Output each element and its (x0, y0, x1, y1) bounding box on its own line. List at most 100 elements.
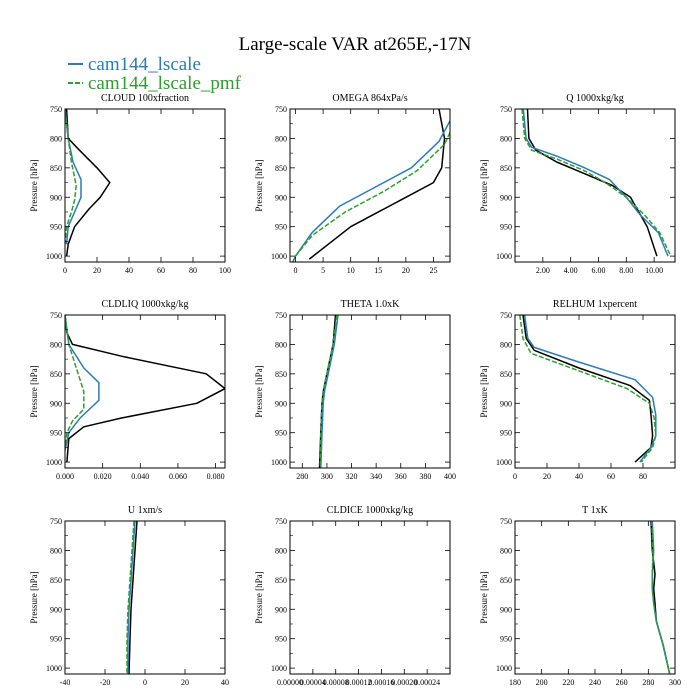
x-tick-label: 40 (575, 472, 583, 481)
y-tick-label: 950 (50, 223, 62, 232)
y-tick-label: 900 (275, 605, 287, 614)
panel-omega: OMEGA 864xPa/s Pressure [hPa] 750 800 850 900… (254, 93, 451, 275)
x-tick-label: 240 (589, 678, 601, 687)
y-tick-label: 800 (50, 340, 62, 349)
series-group (65, 315, 225, 463)
x-tick-label: 180 (509, 678, 521, 687)
y-tick-label: 900 (500, 399, 512, 408)
panel-title: CLDICE 1000xkg/kg (327, 505, 413, 516)
y-tick-label: 750 (500, 105, 512, 114)
series-line-obs (65, 109, 111, 257)
y-tick-label: 950 (50, 429, 62, 438)
y-tick-label: 1000 (46, 252, 62, 261)
x-tick-label: -20 (100, 678, 111, 687)
y-tick-label: 950 (275, 223, 287, 232)
plot-frame (289, 314, 451, 469)
x-tick-label: 260 (616, 678, 628, 687)
y-tick-label: 1000 (271, 458, 287, 467)
series-line-cam144-lscale (523, 315, 657, 463)
x-tick-label: 100 (219, 266, 231, 275)
series-line-cam144-lscale-pmf (65, 315, 85, 451)
plot-frame (514, 314, 676, 469)
series-line-obs (526, 109, 658, 257)
y-tick-label: 750 (500, 517, 512, 526)
plot-frame (64, 520, 226, 675)
series-line-cam144-lscale (522, 109, 669, 257)
series-group (65, 109, 111, 257)
series-line-cam144-lscale (292, 120, 450, 262)
y-tick-label: 750 (275, 105, 287, 114)
panel-u: U 1xm/s Pressure [hPa] 750 800 850 900 950 1000… (29, 505, 229, 687)
x-tick-label: 0.080 (207, 472, 225, 481)
y-tick-label: 800 (275, 134, 287, 143)
series-line-cam144-lscale (65, 109, 82, 245)
panel-title: RELHUM 1xpercent (553, 299, 637, 310)
y-tick-label: 900 (50, 605, 62, 614)
legend-label-pmf: cam144_lscale_pmf (88, 73, 242, 94)
series-line-cam144-lscale (127, 521, 136, 674)
x-tick-label: 40 (125, 266, 133, 275)
y-tick-label: 800 (50, 546, 62, 555)
x-tick-label: 380 (419, 472, 431, 481)
plot-frame (289, 520, 451, 675)
y-tick-label: 750 (50, 105, 62, 114)
x-tick-label: 0 (294, 266, 298, 275)
plot-frame (514, 108, 676, 263)
y-axis-label: Pressure [hPa] (29, 365, 39, 417)
y-axis-label: Pressure [hPa] (254, 159, 264, 211)
x-tick-label: 20 (181, 678, 189, 687)
y-tick-label: 800 (500, 546, 512, 555)
x-tick-label: 300 (669, 678, 681, 687)
series-line-obs (128, 521, 138, 674)
y-tick-label: 1000 (271, 664, 287, 673)
y-tick-label: 950 (275, 429, 287, 438)
x-tick-label: 25 (429, 266, 437, 275)
y-tick-label: 850 (500, 164, 512, 173)
x-tick-label: 0.060 (169, 472, 187, 481)
x-tick-label: 0.00008 (323, 678, 349, 687)
panel-cldliq: CLDLIQ 1000xkg/kg Pressure [hPa] 750 800 850… (29, 299, 226, 481)
y-tick-label: 950 (500, 635, 512, 644)
figure-title: Large-scale VAR at265E,-17N (239, 34, 472, 55)
plot-frame (64, 314, 226, 469)
y-tick-label: 850 (275, 576, 287, 585)
panel-cldice: CLDICE 1000xkg/kg Pressure [hPa] 750 800 850… (254, 505, 451, 687)
y-axis-label: Pressure [hPa] (479, 571, 489, 623)
y-axis-label: Pressure [hPa] (254, 571, 264, 623)
panel-t: T 1xK Pressure [hPa] 750 800 850 900 950 1000 18… (479, 505, 681, 687)
y-tick-label: 900 (50, 193, 62, 202)
x-tick-label: 5 (321, 266, 325, 275)
x-tick-label: 8.00 (619, 266, 633, 275)
series-line-obs (522, 315, 654, 463)
x-tick-label: 2.00 (536, 266, 550, 275)
x-tick-label: 0 (63, 266, 67, 275)
y-tick-label: 1000 (496, 458, 512, 467)
x-tick-label: 220 (562, 678, 574, 687)
x-tick-label: 20 (93, 266, 101, 275)
y-tick-label: 900 (275, 399, 287, 408)
panel-theta: THETA 1.0xK Pressure [hPa] 750 800 850 900 950… (254, 299, 456, 481)
series-line-cam144-lscale-pmf (126, 521, 135, 674)
series-group (318, 315, 339, 468)
series-group (126, 521, 138, 674)
x-tick-label: 0.00004 (300, 678, 326, 687)
y-tick-label: 800 (275, 340, 287, 349)
x-tick-label: 360 (395, 472, 407, 481)
y-tick-label: 1000 (271, 252, 287, 261)
y-tick-label: 900 (50, 399, 62, 408)
y-tick-label: 1000 (496, 664, 512, 673)
x-tick-label: 340 (370, 472, 382, 481)
x-tick-label: 0.000 (56, 472, 74, 481)
series-line-cam144-lscale-pmf (319, 315, 338, 468)
x-tick-label: 0.00020 (391, 678, 417, 687)
x-tick-label: 20 (543, 472, 551, 481)
panel-title: Q 1000xkg/kg (566, 93, 624, 104)
series-line-cam144-lscale (320, 315, 339, 468)
y-tick-label: 850 (50, 370, 62, 379)
legend-label-lscale: cam144_lscale (88, 54, 201, 75)
x-tick-label: 80 (639, 472, 647, 481)
